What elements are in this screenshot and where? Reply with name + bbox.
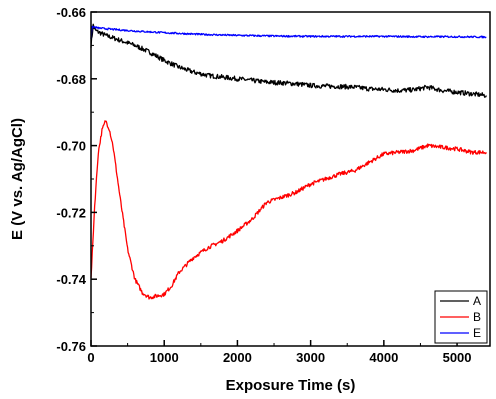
series-line-E	[90, 25, 487, 40]
x-tick-label: 0	[87, 350, 94, 365]
y-axis-title: E (V vs. Ag/AgCl)	[9, 118, 26, 240]
y-tick-label: -0.72	[56, 205, 86, 220]
y-tick-label: -0.66	[56, 5, 86, 20]
x-axis: 0 1000 2000 3000 4000 5000	[87, 340, 472, 365]
y-tick-label: -0.76	[56, 339, 86, 354]
y-tick-label: -0.68	[56, 72, 86, 87]
legend-label-E: E	[473, 326, 481, 340]
x-tick-label: 5000	[443, 350, 472, 365]
x-tick-label: 2000	[223, 350, 252, 365]
legend-label-B: B	[473, 310, 481, 324]
x-tick-label: 3000	[296, 350, 325, 365]
x-tick-label: 4000	[369, 350, 398, 365]
x-axis-title: Exposure Time (s)	[226, 377, 356, 394]
y-axis: -0.76 -0.74 -0.72 -0.70 -0.68 -0.66	[56, 5, 97, 354]
y-tick-label: -0.74	[56, 272, 86, 287]
series-line-B	[90, 120, 487, 300]
series-line-A	[90, 23, 487, 98]
legend: ABE	[434, 290, 488, 344]
plot-frame	[90, 11, 491, 347]
legend-label-A: A	[473, 294, 481, 308]
y-tick-label: -0.70	[56, 139, 86, 154]
series-layer	[90, 23, 487, 300]
x-tick-label: 1000	[150, 350, 179, 365]
